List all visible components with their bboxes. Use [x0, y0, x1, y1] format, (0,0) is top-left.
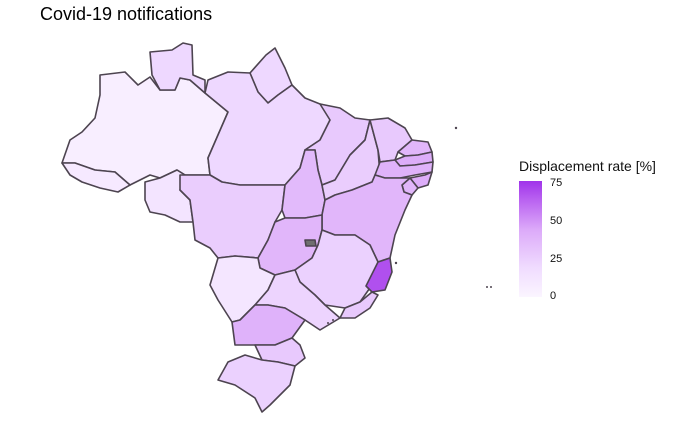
- state-RS[interactable]: [217, 354, 296, 413]
- legend-tick-label: 50: [550, 215, 563, 227]
- islands: [327, 126, 492, 324]
- legend-tick-label: 0: [550, 290, 557, 302]
- legend-color-bar: [519, 181, 542, 297]
- legend-tick-mark: [542, 183, 546, 184]
- legend-tick-mark: [542, 221, 546, 222]
- legend-title: Displacement rate [%]: [519, 158, 656, 174]
- state-PR[interactable]: [231, 304, 306, 346]
- legend-tick-mark: [542, 259, 546, 260]
- state-DF[interactable]: [304, 239, 317, 247]
- state-RR[interactable]: [149, 42, 206, 94]
- state-RJ[interactable]: [339, 291, 379, 319]
- legend-tick-label: 25: [550, 253, 563, 265]
- map-title: Covid-19 notifications: [40, 4, 213, 24]
- state-AC[interactable]: [61, 162, 131, 193]
- legend-tick-label: 75: [550, 177, 563, 189]
- legend-tick-mark: [542, 296, 546, 297]
- state-ES[interactable]: [365, 257, 393, 293]
